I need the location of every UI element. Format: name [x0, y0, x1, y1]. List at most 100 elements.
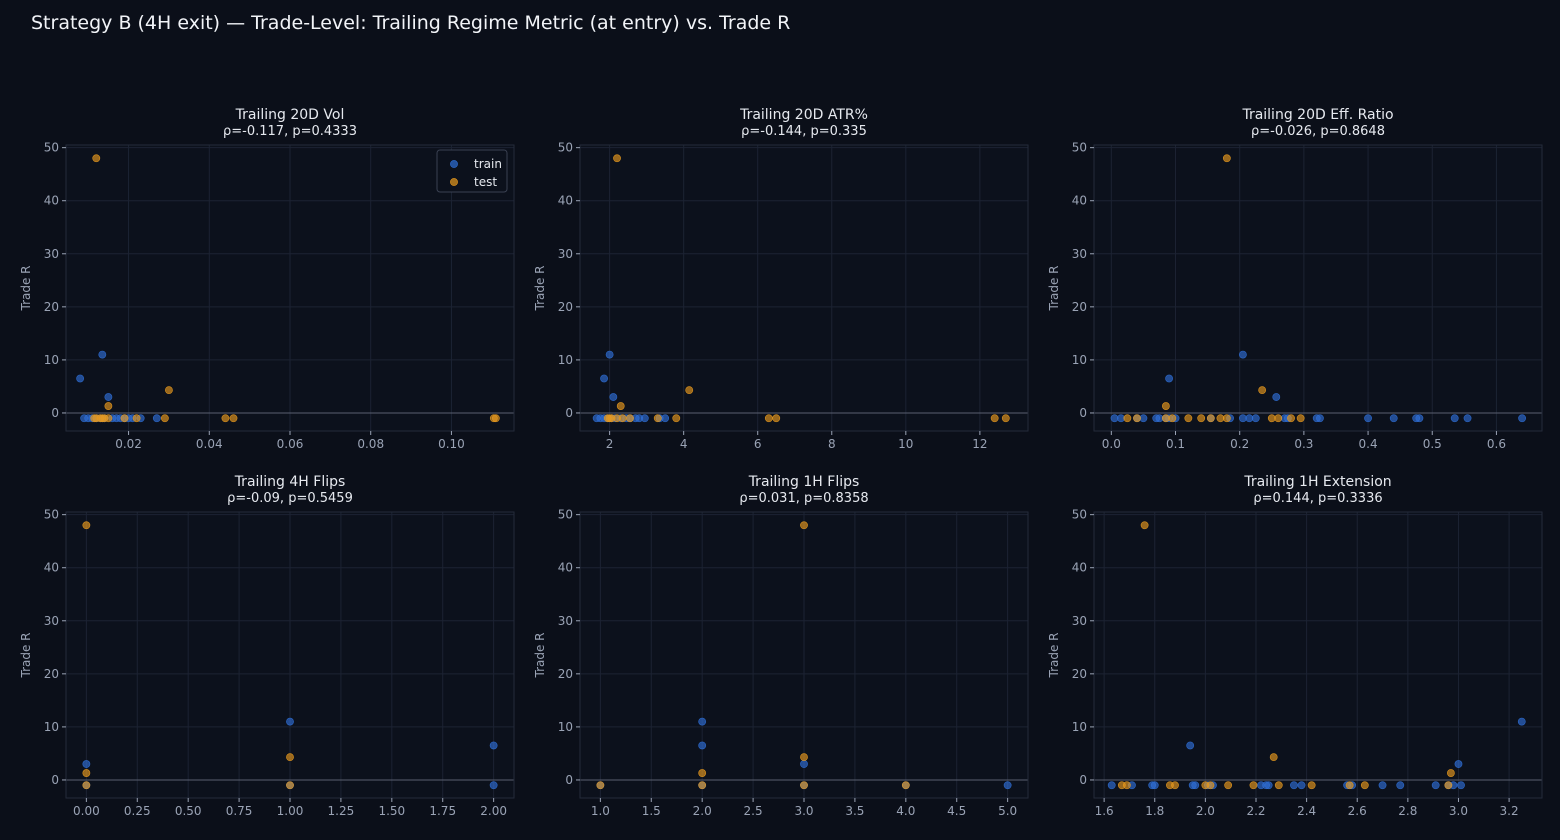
- x-tick-label: 2: [606, 437, 614, 451]
- point-train: [1518, 414, 1527, 423]
- point-test: [1287, 414, 1295, 423]
- figure-title: Strategy B (4H exit) — Trade-Level: Trai…: [31, 12, 791, 34]
- panel-title: Trailing 4H Flips: [234, 474, 346, 490]
- x-tick-label: 1.25: [328, 804, 355, 818]
- x-tick-label: 0.50: [175, 804, 202, 818]
- point-test: [229, 414, 238, 423]
- x-tick-label: 0.25: [124, 804, 151, 818]
- point-test: [698, 769, 707, 777]
- y-axis-label: Trade R: [1047, 265, 1061, 311]
- x-tick-label: 0.4: [1359, 437, 1378, 451]
- point-train: [1457, 781, 1465, 790]
- point-test: [616, 402, 625, 410]
- axes-frame: [1093, 144, 1543, 432]
- x-tick-label: 0.0: [1102, 437, 1121, 451]
- point-test: [1171, 781, 1179, 790]
- y-tick-label: 10: [44, 353, 59, 367]
- point-test: [613, 154, 621, 163]
- x-tick-label: 0.2: [1230, 437, 1249, 451]
- point-test: [1249, 781, 1258, 790]
- x-tick-label: 8: [828, 437, 836, 451]
- point-train: [1272, 393, 1281, 401]
- y-tick-label: 30: [44, 614, 59, 628]
- panel-2: 2 4 6 8 10 12 0 10 20 30 40 50 Trade R Trailing 20D A…: [533, 107, 1029, 451]
- y-tick-label: 40: [558, 194, 573, 208]
- point-train: [1316, 414, 1324, 423]
- point-test: [901, 781, 910, 790]
- y-tick-label: 20: [44, 300, 59, 314]
- point-train: [1107, 781, 1116, 790]
- x-tick-label: 3.0: [1449, 804, 1468, 818]
- y-tick-label: 40: [44, 194, 59, 208]
- point-train: [605, 350, 614, 359]
- y-axis-label: Trade R: [1047, 632, 1061, 678]
- point-test: [1360, 781, 1369, 790]
- series-test: [603, 154, 1010, 423]
- panel-1: 0.02 0.04 0.06 0.08 0.10 0 10 20 30 40 50 Trade R Tr…: [19, 107, 515, 451]
- panel-title: Trailing 20D Eff. Ratio: [1241, 107, 1393, 123]
- point-train: [1239, 350, 1247, 359]
- y-tick-label: 30: [558, 614, 573, 628]
- x-tick-label: 6: [754, 437, 762, 451]
- point-test: [800, 781, 808, 790]
- point-train: [1165, 374, 1173, 383]
- point-train: [1290, 781, 1298, 790]
- series-test: [1123, 154, 1305, 423]
- panel-6: 1.6 1.8 2.0 2.2 2.4 2.6 2.8 3.0 3.2 0 10 20 30 40 50 Tr…: [1047, 474, 1543, 818]
- y-tick-label: 0: [565, 406, 573, 420]
- x-tick-label: 2.8: [1398, 804, 1417, 818]
- x-tick-label: 2.6: [1348, 804, 1367, 818]
- legend: train test: [436, 149, 508, 193]
- panel-title: Trailing 1H Extension: [1243, 474, 1391, 490]
- point-train: [1454, 760, 1463, 768]
- panel-subtitle: ρ=0.031, p=0.8358: [739, 491, 868, 506]
- x-tick-label: 1.0: [591, 804, 610, 818]
- y-tick-label: 20: [558, 667, 573, 681]
- point-test: [1296, 414, 1305, 423]
- point-test: [92, 154, 101, 163]
- y-tick-label: 30: [558, 247, 573, 261]
- point-train: [1378, 781, 1387, 790]
- y-tick-label: 40: [1072, 561, 1087, 575]
- point-train: [104, 393, 113, 401]
- point-test: [1274, 781, 1283, 790]
- x-tick-label: 0.3: [1294, 437, 1313, 451]
- x-tick-label: 2.2: [1246, 804, 1265, 818]
- x-tick-label: 1.75: [429, 804, 456, 818]
- point-test: [1224, 781, 1233, 790]
- point-train: [76, 374, 85, 383]
- point-test: [82, 781, 91, 790]
- point-train: [489, 781, 498, 790]
- y-tick-label: 40: [558, 561, 573, 575]
- y-tick-label: 20: [558, 300, 573, 314]
- plot-area: [1094, 512, 1542, 798]
- x-tick-label: 1.00: [277, 804, 304, 818]
- panel-4: 0.00 0.25 0.50 0.75 1.00 1.25 1.50 1.75 2.00 0 10 2…: [19, 474, 515, 818]
- x-tick-label: 3.5: [845, 804, 864, 818]
- x-tick-label: 4.0: [896, 804, 915, 818]
- y-tick-label: 10: [1072, 353, 1087, 367]
- y-axis-label: Trade R: [533, 632, 547, 678]
- point-test: [685, 386, 694, 395]
- x-tick-label: 0.5: [1423, 437, 1442, 451]
- point-test: [1168, 414, 1177, 423]
- y-tick-label: 10: [558, 353, 573, 367]
- point-train: [1297, 781, 1306, 790]
- x-tick-label: 0.00: [73, 804, 100, 818]
- panel-subtitle: ρ=0.144, p=0.3336: [1253, 491, 1382, 506]
- point-test: [1197, 414, 1206, 423]
- point-test: [104, 414, 113, 423]
- point-train: [1431, 781, 1440, 790]
- series-test: [1117, 521, 1455, 790]
- x-tick-label: 5.0: [998, 804, 1017, 818]
- panel-subtitle: ρ=-0.026, p=0.8648: [1251, 124, 1385, 139]
- y-tick-label: 0: [1079, 406, 1087, 420]
- point-train: [1415, 414, 1424, 423]
- x-tick-label: 3.0: [794, 804, 813, 818]
- series-test: [82, 521, 294, 790]
- point-train: [1264, 781, 1273, 790]
- x-tick-label: 0.10: [438, 437, 465, 451]
- point-test: [1307, 781, 1316, 790]
- point-test: [1161, 402, 1170, 410]
